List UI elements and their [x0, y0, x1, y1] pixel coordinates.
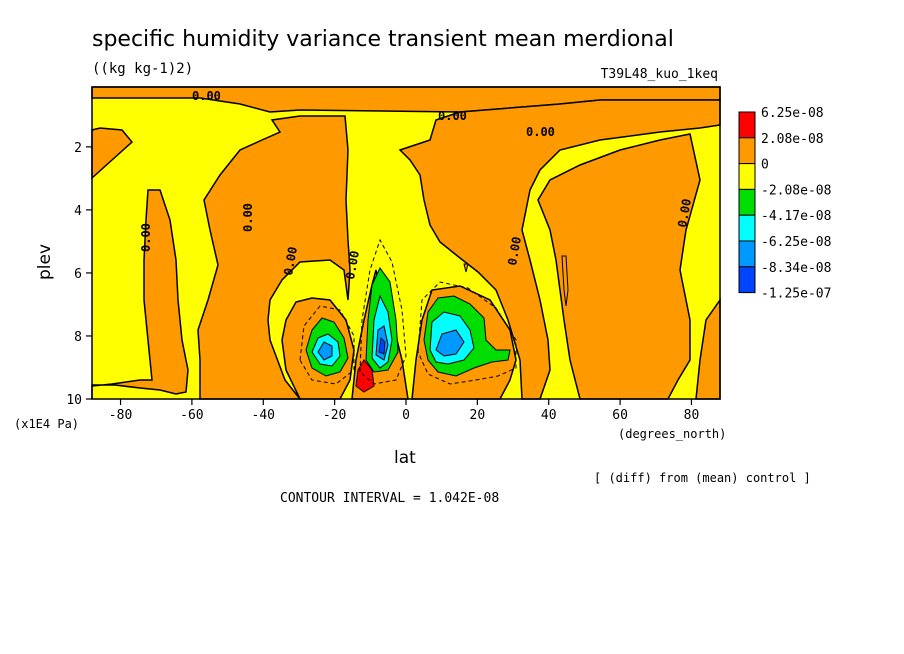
contour-label: 0.00: [241, 203, 255, 232]
colorbar-label: -1.25e-07: [761, 287, 831, 302]
x-tick-label: 60: [612, 408, 628, 423]
colorbar-label: -6.25e-08: [761, 235, 831, 250]
x-axis-label: lat: [394, 448, 416, 468]
colorbar-label: 0: [761, 158, 769, 173]
contour-labels: 0.00 0.00 0.00 0.00 0.00 0.00 0.00 0.00 …: [139, 89, 694, 281]
colorbar-label: -4.17e-08: [761, 209, 831, 224]
colorbar-swatch: [738, 240, 756, 268]
x-tick-label: 80: [684, 408, 700, 423]
red-peak: [355, 359, 375, 393]
units-label: ((kg kg-1)2): [92, 61, 193, 77]
contour-label: 0.00: [343, 250, 362, 281]
plot-area: 0.00 0.00 0.00 0.00 0.00 0.00 0.00 0.00 …: [91, 86, 721, 400]
colorbar-label: -2.08e-08: [761, 183, 831, 198]
y-tick-label: 10: [66, 393, 82, 408]
y-tick-label: 4: [74, 204, 82, 219]
colorbar-swatch: [738, 214, 756, 242]
region-midlat-south: [197, 115, 351, 400]
colorbar: 6.25e-08 2.08e-08 0 -2.08e-08 -4.17e-08 -6.25…: [738, 106, 831, 302]
colorbar-label: 2.08e-08: [761, 132, 824, 147]
colorbar-swatch: [738, 163, 756, 190]
run-label: T39L48_kuo_1keq: [601, 67, 718, 82]
x-tick-label: -40: [252, 408, 275, 423]
y-tick-label: 8: [74, 330, 82, 345]
y-unit-label: (x1E4 Pa): [14, 417, 79, 431]
blue-north: [435, 329, 465, 357]
blue-south: [317, 341, 333, 361]
x-tick-label: -80: [109, 408, 132, 423]
x-tick-label: 40: [541, 408, 557, 423]
region-nh-midlat: [537, 133, 701, 400]
colorbar-label: -8.34e-08: [761, 261, 831, 276]
contour-label: 0.00: [192, 89, 221, 103]
small-positive-blob: [561, 255, 569, 307]
colorbar-swatch: [738, 137, 756, 165]
dashed-contour-equator: [359, 238, 407, 385]
y-tick-label: 2: [74, 141, 82, 156]
contour-label: 0.00: [675, 198, 694, 229]
y-axis-label: plev: [35, 244, 55, 280]
contour-label: 0.00: [281, 246, 300, 277]
region-nh-upper: [398, 99, 721, 400]
contour-label: 0.00: [526, 125, 555, 139]
y-axis: 2 4 6 8 10: [66, 141, 92, 408]
dashed-contour-north: [417, 281, 517, 385]
x-tick-label: 20: [470, 408, 486, 423]
diff-note: [ (diff) from (mean) control ]: [594, 471, 811, 485]
contour-label: 0.00: [505, 236, 524, 267]
contour-interval-label: CONTOUR INTERVAL = 1.042E-08: [280, 491, 499, 506]
x-tick-label: -20: [323, 408, 346, 423]
colorbar-swatch: [738, 111, 756, 139]
dashed-contour-south: [299, 305, 355, 385]
colorbar-label: 6.25e-08: [761, 106, 824, 121]
chart-title: specific humidity variance transient mea…: [92, 27, 674, 52]
x-tick-label: 0: [402, 408, 410, 423]
contour-label: 0.00: [438, 109, 467, 123]
y-tick-label: 6: [74, 267, 82, 282]
colorbar-swatch: [738, 266, 756, 294]
dashed-contours: [299, 238, 517, 385]
deep-blue-core: [378, 337, 386, 355]
colorbar-swatch: [738, 188, 756, 216]
region-sp-column: [91, 189, 189, 399]
x-axis: -80 -60 -40 -20 0 20 40 60 80: [109, 399, 699, 423]
x-tick-label: -60: [180, 408, 203, 423]
x-unit-label: (degrees_north): [618, 427, 726, 441]
contour-label: 0.00: [139, 223, 153, 252]
tiny-positive-blob: [463, 263, 469, 273]
